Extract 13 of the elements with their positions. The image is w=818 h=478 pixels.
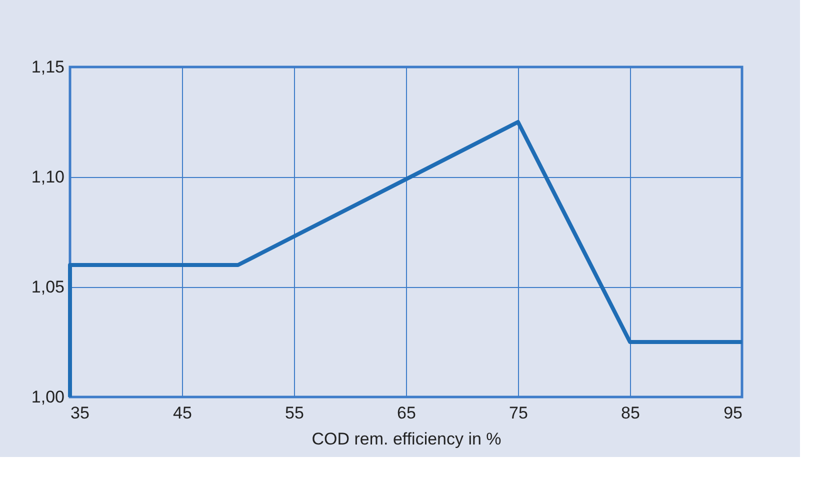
y-tick-label: 1,00 [31, 388, 64, 406]
x-tick-label: 85 [621, 404, 640, 422]
y-tick-label: 1,10 [31, 168, 64, 186]
x-tick-label: 75 [509, 404, 528, 422]
y-tick-label: 1,05 [31, 278, 64, 296]
x-axis-title: COD rem. efficiency in % [312, 430, 502, 448]
x-tick-label: 45 [173, 404, 192, 422]
y-tick-label: 1,15 [31, 58, 64, 76]
x-tick-label: 65 [397, 404, 416, 422]
x-tick-label: 95 [724, 404, 742, 422]
x-tick-label: 35 [70, 404, 90, 422]
x-tick-label: 55 [285, 404, 304, 422]
line-series [68, 120, 744, 399]
